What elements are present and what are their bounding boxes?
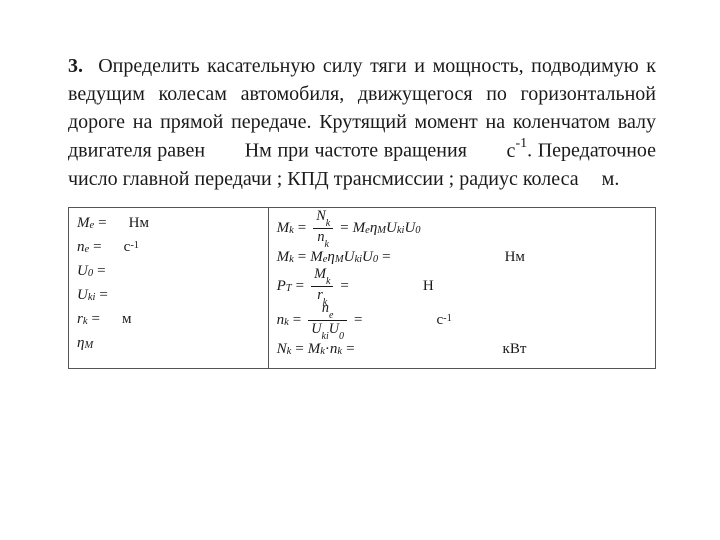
solution-table: Me = Нм ne = с-1 U0 = Uki = [68, 207, 656, 369]
unit-Nm: Нм [245, 140, 272, 162]
problem-body-2: при частоте вращения [277, 140, 466, 162]
page: 3. Определить касательную силу тяги и мо… [0, 0, 720, 409]
frac-ne-U: ne UkiU0 [308, 301, 347, 340]
given-ne: ne = с-1 [77, 236, 260, 260]
unit-freq: с-1 [507, 140, 528, 162]
eq-Mk-calc: Mk = MeηMUkiU0 = Нм [277, 246, 647, 270]
solution-cell: Mk = Nk nk = MeηMUkiU0 Mk = MeηMUkiU0 = … [268, 207, 655, 368]
given-rk: rk = м [77, 308, 260, 332]
eq-Nk: Nk = Mk · nk = кВт [277, 338, 647, 362]
problem-statement: 3. Определить касательную силу тяги и мо… [68, 52, 656, 193]
given-Uki: Uki = [77, 284, 260, 308]
eq-nk: nk = ne UkiU0 = с-1 [277, 304, 647, 338]
unit-radius: м. [602, 168, 620, 190]
problem-number: 3. [68, 55, 83, 77]
given-U0: U0 = [77, 260, 260, 284]
eq-PT: PT = Mk rk = Н [277, 270, 647, 304]
given-Me: Me = Нм [77, 212, 260, 236]
eq-Mk-def: Mk = Nk nk = MeηMUkiU0 [277, 212, 647, 246]
frac-Mk-rk: Mk rk [311, 267, 333, 306]
frac-Nk-nk: Nk nk [313, 209, 333, 248]
given-cell: Me = Нм ne = с-1 U0 = Uki = [69, 207, 269, 368]
given-etaM: ηM [77, 332, 260, 356]
